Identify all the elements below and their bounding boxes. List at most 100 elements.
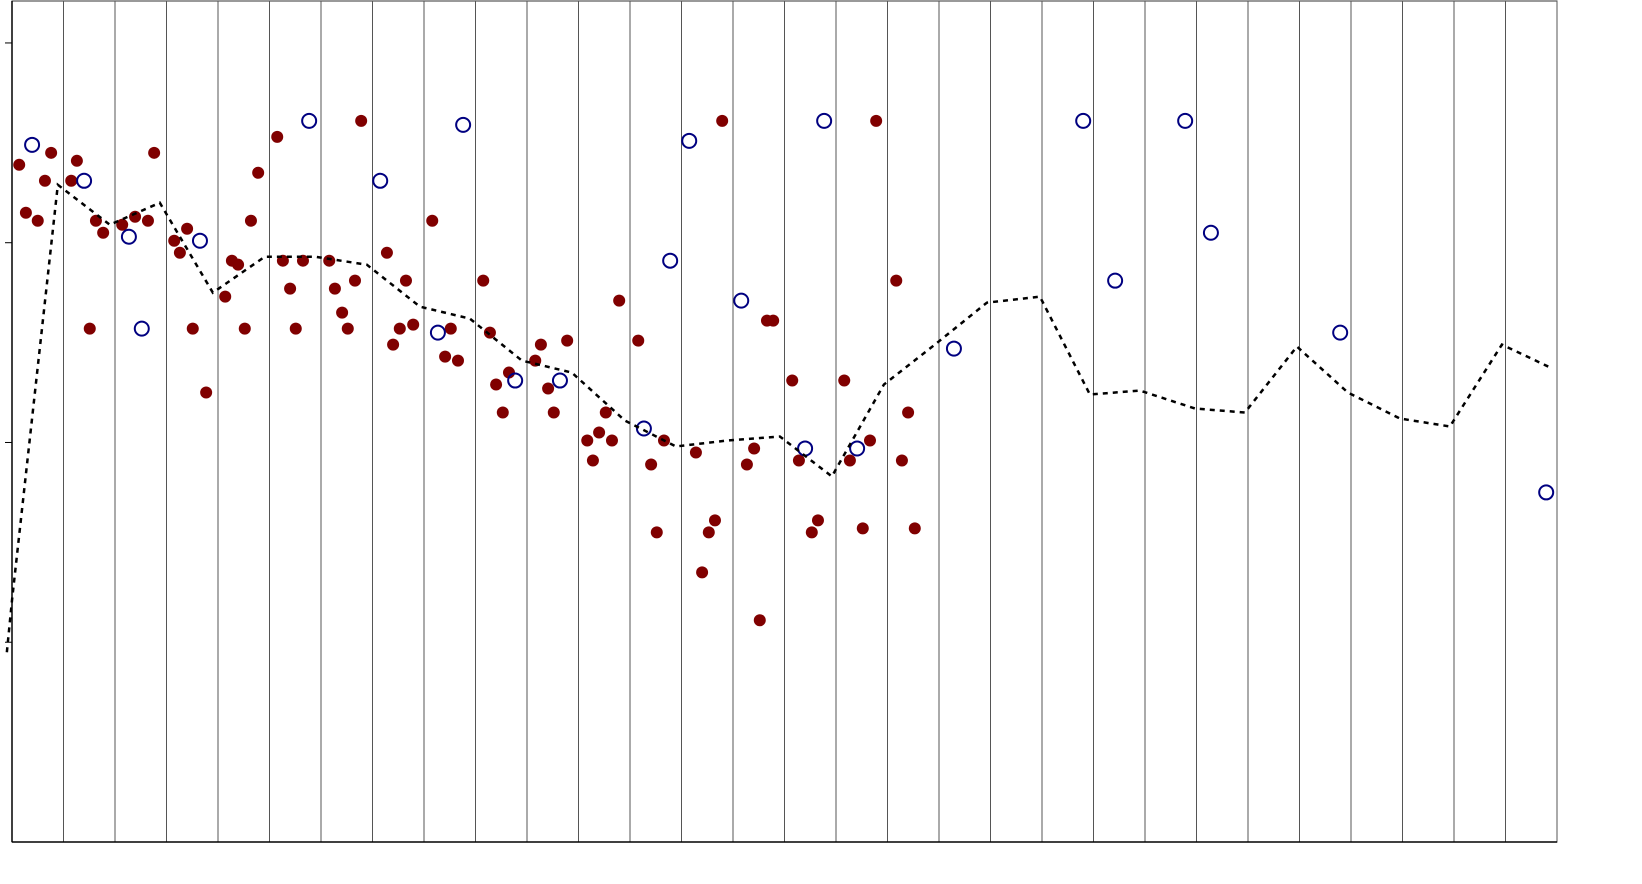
filled-marker	[792, 454, 805, 467]
filled-marker	[173, 246, 186, 259]
filled-marker	[895, 454, 908, 467]
filled-marker	[599, 406, 612, 419]
open-marker	[133, 320, 150, 337]
filled-marker	[890, 274, 903, 287]
filled-marker	[838, 374, 851, 387]
filled-marker	[767, 314, 780, 327]
filled-marker	[19, 206, 32, 219]
open-marker	[120, 228, 137, 245]
filled-marker	[116, 218, 129, 231]
filled-marker	[284, 282, 297, 295]
filled-marker	[490, 378, 503, 391]
filled-marker	[786, 374, 799, 387]
filled-marker	[181, 222, 194, 235]
filled-marker	[83, 322, 96, 335]
open-marker	[945, 340, 962, 357]
filled-marker	[605, 434, 618, 447]
filled-marker	[451, 354, 464, 367]
open-marker	[797, 440, 814, 457]
filled-marker	[252, 166, 265, 179]
filled-marker	[856, 522, 869, 535]
filled-marker	[219, 290, 232, 303]
filled-marker	[534, 338, 547, 351]
open-marker	[429, 324, 446, 341]
open-marker	[551, 372, 568, 389]
filled-marker	[31, 214, 44, 227]
open-marker	[191, 232, 208, 249]
open-marker	[681, 132, 698, 149]
filled-marker	[496, 406, 509, 419]
filled-marker	[200, 386, 213, 399]
filled-marker	[632, 334, 645, 347]
filled-marker	[696, 566, 709, 579]
filled-marker	[13, 158, 26, 171]
filled-marker	[141, 214, 154, 227]
open-marker	[76, 172, 93, 189]
open-marker	[1075, 112, 1092, 129]
filled-marker	[477, 274, 490, 287]
filled-marker	[238, 322, 251, 335]
filled-marker	[740, 458, 753, 471]
filled-marker	[561, 334, 574, 347]
filled-marker	[407, 318, 420, 331]
open-marker	[816, 112, 833, 129]
open-marker	[1107, 272, 1124, 289]
filled-marker	[586, 454, 599, 467]
open-marker	[24, 136, 41, 153]
open-marker	[507, 372, 524, 389]
open-marker	[1202, 224, 1219, 241]
filled-marker	[341, 322, 354, 335]
filled-marker	[271, 130, 284, 143]
filled-marker	[502, 366, 515, 379]
filled-marker	[336, 306, 349, 319]
filled-marker	[748, 442, 761, 455]
filled-marker	[387, 338, 400, 351]
filled-marker	[863, 434, 876, 447]
open-marker	[372, 172, 389, 189]
open-marker	[635, 420, 652, 437]
open-marker	[662, 252, 679, 269]
filled-marker	[689, 446, 702, 459]
filled-marker	[716, 114, 729, 127]
filled-marker	[399, 274, 412, 287]
filled-marker	[70, 154, 83, 167]
filled-marker	[908, 522, 921, 535]
filled-marker	[323, 254, 336, 267]
filled-marker	[902, 406, 915, 419]
filled-marker	[805, 526, 818, 539]
filled-marker	[542, 382, 555, 395]
filled-marker	[483, 326, 496, 339]
filled-marker	[650, 526, 663, 539]
open-marker	[301, 112, 318, 129]
open-marker	[1177, 112, 1194, 129]
filled-marker	[244, 214, 257, 227]
filled-marker	[645, 458, 658, 471]
filled-marker	[355, 114, 368, 127]
filled-marker	[348, 274, 361, 287]
filled-marker	[702, 526, 715, 539]
filled-marker	[870, 114, 883, 127]
filled-marker	[708, 514, 721, 527]
filled-marker	[186, 322, 199, 335]
dashed-line	[5, 182, 1549, 653]
filled-marker	[65, 174, 78, 187]
filled-marker	[753, 614, 766, 627]
open-marker	[1538, 484, 1555, 501]
open-marker	[455, 116, 472, 133]
filled-marker	[613, 294, 626, 307]
filled-marker	[232, 258, 245, 271]
filled-marker	[168, 234, 181, 247]
filled-marker	[380, 246, 393, 259]
filled-marker	[547, 406, 560, 419]
filled-marker	[444, 322, 457, 335]
filled-marker	[811, 514, 824, 527]
filled-marker	[148, 146, 161, 159]
open-marker	[733, 292, 750, 309]
filled-marker	[38, 174, 51, 187]
filled-marker	[45, 146, 58, 159]
open-marker	[1332, 324, 1349, 341]
filled-marker	[393, 322, 406, 335]
open-marker	[849, 440, 866, 457]
